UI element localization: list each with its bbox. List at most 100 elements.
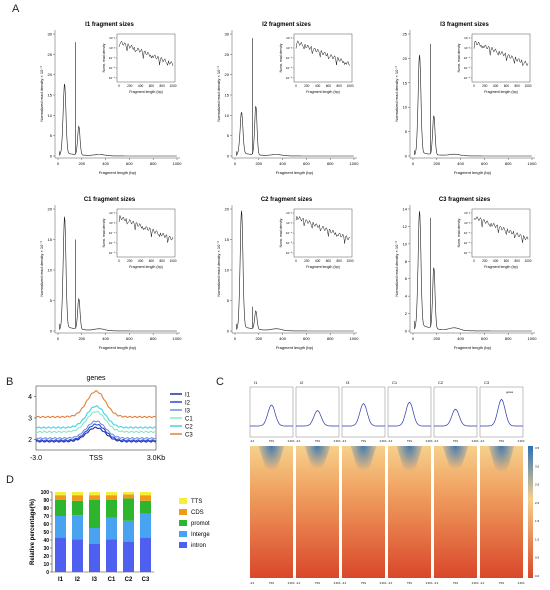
inset-y-tick-label: 10⁻⁵ (464, 241, 471, 245)
x-tick-label: C1 (108, 577, 116, 583)
inset-x-tick-label: 0 (118, 259, 120, 263)
inset-y-tick-label: 10⁻² (464, 36, 470, 40)
profile-curve (434, 408, 477, 427)
legend-swatch-promoter_tss (179, 520, 187, 526)
inset-x-tick-label: 0 (295, 259, 297, 263)
y-axis-label: Normalized read density × 10⁻³ (216, 66, 221, 122)
profile-x-tick-label: TSS (269, 439, 274, 443)
inset-frame (293, 208, 353, 258)
inset-x-axis-label: Fragment length (bp) (306, 265, 340, 269)
profile-frame (433, 386, 478, 438)
fragment-panel-title: C3 fragment sizes (439, 197, 491, 203)
tss-signal (442, 446, 469, 485)
x-tick-label: 200 (78, 161, 85, 166)
heatmap-x-tick-label: 3.0Kb (518, 581, 525, 585)
inset-y-axis-label: Norm. read density (279, 43, 283, 72)
profile-line-c3 (35, 390, 157, 419)
y-tick-label: 25 (403, 32, 408, 37)
inset-frame (116, 208, 176, 258)
x-tick-label: 0 (234, 336, 237, 341)
y-axis-label: Normalized read density × 10⁻³ (216, 241, 221, 297)
y-tick-label: 0 (405, 329, 408, 334)
inset-y-axis-label: Norm. read density (457, 43, 461, 72)
inset-x-tick-label: 1000 (524, 84, 531, 88)
legend-label: intron (191, 543, 206, 549)
x-tick-label: 0 (57, 161, 60, 166)
bar-tts-i3 (89, 492, 100, 496)
y-tick-label: 5 (405, 129, 408, 134)
y-tick-label: 60 (43, 522, 49, 528)
profile-x-tick-label: -3.0 (250, 439, 255, 443)
bar-intergenic-i2 (72, 515, 83, 540)
inset-y-tick-label: 10⁻³ (286, 221, 292, 225)
heatmap-x-tick-label: 3.0Kb (426, 581, 433, 585)
y-tick-label: 5 (50, 298, 53, 303)
y-tick-label: 40 (43, 538, 49, 544)
y-tick-label: 5 (227, 133, 230, 138)
x-tick-label: 600 (126, 161, 133, 166)
legend-swatch-tts (179, 498, 187, 504)
bar-promoter_tss-c2 (123, 498, 134, 521)
inset-x-tick-label: 1000 (346, 84, 353, 88)
inset-x-tick-label: 0 (473, 259, 475, 263)
x-tick-label: 1000 (528, 336, 538, 341)
inset-y-axis-label: Norm. read density (457, 218, 461, 247)
fragment-size-curve (413, 211, 532, 332)
inset-x-tick-label: 200 (127, 259, 133, 263)
profile-x-tick-label: -3.0 (296, 439, 301, 443)
x-tick-label: 1000 (173, 161, 183, 166)
y-tick-label: 15 (403, 80, 408, 85)
colorbar-tick-label: 0.0 (535, 574, 540, 578)
x-tick-label: I2 (75, 577, 81, 583)
profile-x-tick-label: 3.0Kb (288, 439, 295, 443)
inset-y-tick-label: 10⁻⁴ (286, 56, 293, 60)
fragment-size-curve (58, 216, 177, 332)
y-axis-label: Normalized read density × 10⁻³ (394, 66, 399, 122)
x-axis-label: Fragment length (bp) (454, 345, 492, 350)
inset-x-tick-label: 800 (160, 259, 166, 263)
y-tick-label: 0 (46, 570, 49, 576)
inset-x-tick-label: 400 (315, 259, 321, 263)
y-axis-label: Normalized read density × 10⁻³ (394, 241, 399, 297)
y-tick-label: 15 (48, 237, 53, 242)
inset-y-axis-label: Norm. read density (279, 218, 283, 247)
x-tick-label: 800 (505, 161, 512, 166)
inset-x-tick-label: 200 (482, 259, 488, 263)
y-tick-label: 12 (403, 224, 408, 229)
y-tick-label: 14 (403, 207, 408, 212)
profile-x-tick-label: 3.0Kb (518, 439, 525, 443)
heatmap-x-tick-label: 3.0Kb (334, 581, 341, 585)
bar-cds-i3 (89, 495, 100, 500)
x-tick-label: 400 (102, 161, 109, 166)
y-tick-label: 20 (48, 72, 53, 77)
bar-cds-i1 (55, 495, 66, 500)
legend-label: C2 (185, 425, 193, 431)
heatmap-x-tick-label: 3.0Kb (380, 581, 387, 585)
gene-profile-chart: genes 2 3 4 -3.0 TSS 3.0Kb I1 I2 I3 C1 C2 C3 (28, 375, 193, 462)
colorbar-tick-label: 0.5 (535, 556, 540, 560)
y-tick-label: 0 (227, 329, 230, 334)
inset-x-tick-label: 600 (326, 259, 332, 263)
y-tick-label: 2 (28, 437, 32, 444)
inset-x-tick-label: 600 (504, 259, 510, 263)
inset-y-tick-label: 10⁻⁶ (464, 251, 471, 255)
inset-y-tick-label: 10⁻² (286, 211, 292, 215)
y-tick-label: 8 (405, 259, 408, 264)
inset-frame (116, 33, 176, 83)
y-tick-label: 5 (227, 298, 230, 303)
inset-y-tick-label: 10⁻⁴ (464, 231, 471, 235)
y-tick-label: 50 (43, 530, 49, 536)
x-axis-label: Fragment length (bp) (99, 345, 137, 350)
tss-signal (350, 446, 377, 488)
inset-y-tick-label: 10⁻⁴ (109, 231, 116, 235)
profile-x-tick-label: TSS (315, 439, 320, 443)
inset-y-tick-label: 10⁻⁵ (286, 241, 293, 245)
legend-label: promoter_TSS (191, 521, 210, 527)
profile-line-i1 (35, 426, 157, 443)
tss-signal (258, 446, 285, 488)
heatmap-x-tick-label: -3.0 (434, 581, 439, 585)
inset-curve (118, 40, 174, 67)
